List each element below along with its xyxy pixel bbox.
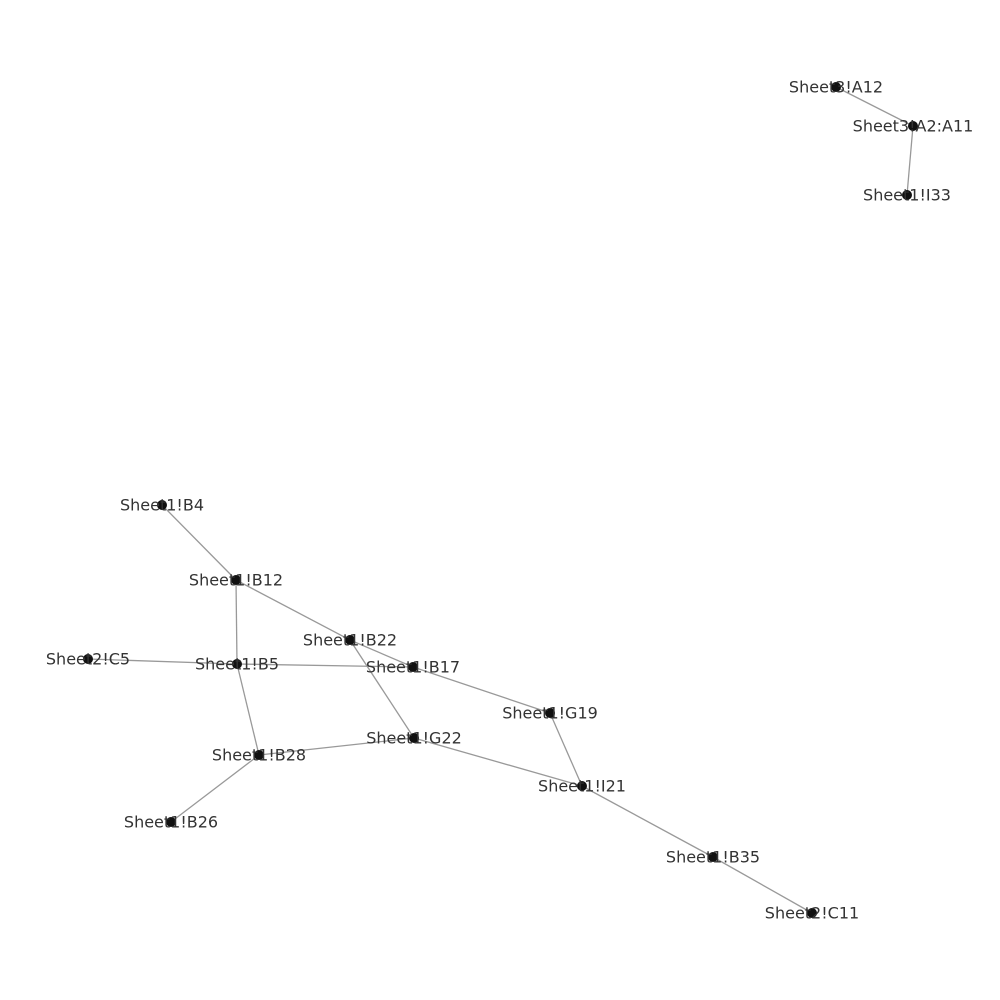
graph-edges xyxy=(87,86,914,914)
graph-node[interactable] xyxy=(807,908,817,918)
graph-node[interactable] xyxy=(254,750,264,760)
node-label: Sheet1!B12 xyxy=(189,571,283,590)
graph-node[interactable] xyxy=(908,121,918,131)
graph-edge xyxy=(235,579,351,641)
graph-edge xyxy=(349,639,415,739)
graph-edge xyxy=(349,639,414,668)
graph-node[interactable] xyxy=(577,781,587,791)
graph-node[interactable] xyxy=(831,82,841,92)
graph-edge xyxy=(161,504,237,581)
node-label: Sheet1!B22 xyxy=(303,631,397,650)
node-label: Sheet1!B26 xyxy=(124,813,218,832)
graph-node[interactable] xyxy=(408,662,418,672)
graph-node[interactable] xyxy=(231,575,241,585)
graph-node[interactable] xyxy=(902,190,912,200)
node-label: Sheet1!I33 xyxy=(863,186,951,205)
graph-edge xyxy=(413,737,583,787)
node-label: Sheet1!G22 xyxy=(366,729,462,748)
graph-edge xyxy=(258,737,415,756)
graph-edge xyxy=(87,658,238,665)
node-label: Sheet3!A12 xyxy=(789,78,883,97)
graph-edge xyxy=(581,785,714,858)
node-label: Sheet1!B28 xyxy=(212,746,306,765)
graph-edge xyxy=(236,663,260,756)
node-label: Sheet2!C5 xyxy=(46,650,130,669)
node-label: Sheet3!A2:A11 xyxy=(853,117,974,136)
graph-edge xyxy=(906,125,914,196)
graph-edge xyxy=(412,666,551,714)
graph-edge xyxy=(712,856,813,914)
graph-node[interactable] xyxy=(232,659,242,669)
graph-node[interactable] xyxy=(545,708,555,718)
graph-node[interactable] xyxy=(83,654,93,664)
node-label: Sheet2!C11 xyxy=(765,904,859,923)
graph-nodes xyxy=(83,82,918,918)
graph-node[interactable] xyxy=(409,733,419,743)
graph-node[interactable] xyxy=(166,817,176,827)
node-label: Sheet1!B35 xyxy=(666,848,760,867)
node-label: Sheet1!B5 xyxy=(195,655,279,674)
node-label: Sheet1!I21 xyxy=(538,777,626,796)
graph-edge xyxy=(170,754,260,823)
graph-node[interactable] xyxy=(157,500,167,510)
node-label: Sheet1!B17 xyxy=(366,658,460,677)
graph-node[interactable] xyxy=(345,635,355,645)
graph-labels: Sheet3!A12 Sheet3!A2:A11 Sheet1!I33 Sheet1!… xyxy=(46,78,973,923)
node-label: Sheet1!G19 xyxy=(502,704,598,723)
graph-edge xyxy=(235,579,238,665)
graph-edge xyxy=(549,712,583,787)
node-label: Sheet1!B4 xyxy=(120,496,204,515)
graph-node[interactable] xyxy=(708,852,718,862)
graph-edge xyxy=(835,86,914,127)
graph-edge xyxy=(236,663,414,668)
